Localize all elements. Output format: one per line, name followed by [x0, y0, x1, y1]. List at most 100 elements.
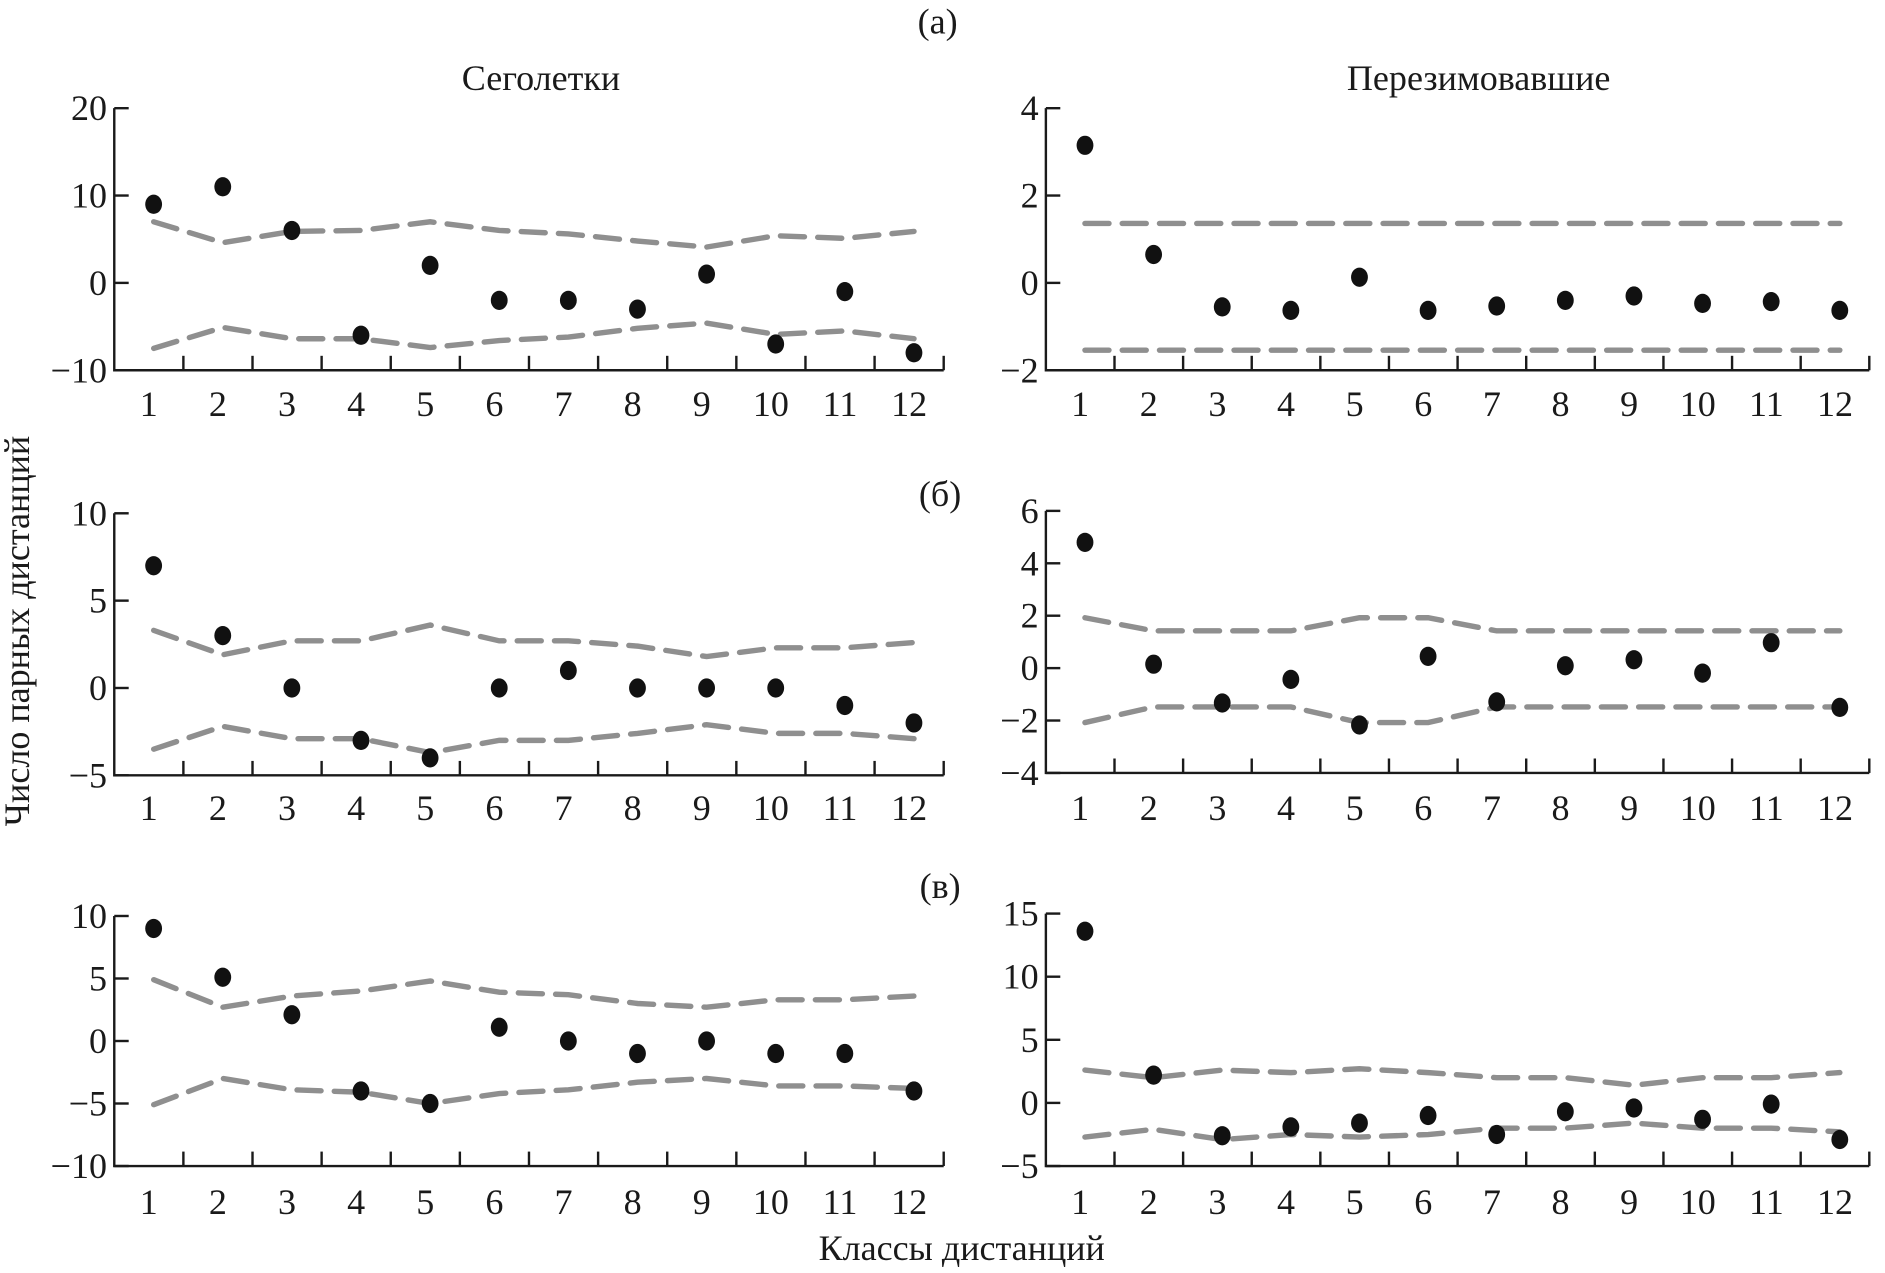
- y-tick-label: −10: [51, 350, 107, 390]
- x-tick-label: 7: [555, 788, 573, 828]
- y-tick-label: 4: [1021, 543, 1039, 583]
- x-tick-label: 8: [624, 384, 642, 424]
- y-tick-label: 20: [71, 88, 107, 128]
- data-point: [283, 678, 301, 698]
- data-point: [214, 625, 232, 646]
- x-tick-label: 6: [485, 1182, 503, 1222]
- y-tick-label: 0: [89, 263, 107, 303]
- data-point: [1351, 267, 1368, 287]
- y-tick-label: −2: [1000, 701, 1038, 741]
- x-tick-label: 5: [1346, 384, 1364, 424]
- data-point: [421, 1093, 439, 1114]
- data-point: [629, 678, 646, 698]
- data-point: [1213, 1126, 1231, 1146]
- data-point: [283, 220, 301, 241]
- x-tick-label: 9: [1620, 788, 1638, 828]
- data-point: [1076, 135, 1094, 155]
- envelope-upper-line: [1082, 1066, 1843, 1088]
- y-tick-label: 0: [1021, 1083, 1039, 1123]
- x-tick-label: 10: [1680, 788, 1716, 828]
- column-title-right: Перезимовавшие: [1347, 58, 1610, 98]
- data-point: [1488, 296, 1506, 316]
- data-point: [1625, 1098, 1643, 1118]
- y-tick-label: 6: [1021, 491, 1039, 531]
- data-point: [352, 1081, 370, 1101]
- x-tick-label: 8: [1552, 384, 1570, 424]
- x-tick-label: 2: [209, 384, 227, 424]
- x-tick-label: 12: [1817, 788, 1853, 828]
- data-point: [1762, 633, 1780, 653]
- x-tick-label: 7: [1483, 788, 1501, 828]
- data-point: [1145, 1065, 1163, 1085]
- x-tick-label: 9: [1620, 1182, 1638, 1222]
- x-tick-label: 6: [1414, 788, 1432, 828]
- data-point: [1694, 663, 1711, 683]
- x-tick-label: 11: [823, 788, 858, 828]
- envelope-upper-line: [150, 622, 917, 660]
- y-tick-label: 15: [1003, 894, 1039, 934]
- data-point: [421, 748, 439, 768]
- envelope-lower-line: [150, 722, 917, 756]
- x-tick-label: 5: [1346, 1182, 1364, 1222]
- x-tick-label: 4: [347, 788, 365, 828]
- y-tick-label: 10: [71, 176, 107, 216]
- y-tick-label: −10: [51, 1146, 107, 1186]
- x-tick-label: 2: [1140, 384, 1158, 424]
- data-point: [421, 255, 439, 276]
- x-tick-label: 1: [1071, 384, 1089, 424]
- data-point: [1831, 697, 1849, 718]
- x-tick-label: 5: [416, 1182, 434, 1222]
- x-tick-label: 7: [1483, 384, 1501, 424]
- data-point: [214, 967, 232, 987]
- x-tick-label: 9: [693, 384, 711, 424]
- data-point: [145, 918, 163, 939]
- x-tick-label: 1: [140, 384, 158, 424]
- data-point: [1488, 692, 1506, 712]
- axes: [1044, 510, 1870, 775]
- y-tick-label: 2: [1021, 596, 1039, 636]
- x-tick-label: 12: [1817, 1182, 1853, 1222]
- data-point: [1556, 290, 1574, 310]
- data-point: [1282, 669, 1300, 689]
- x-tick-label: 3: [1208, 1182, 1226, 1222]
- envelope-lower-line: [150, 320, 917, 352]
- x-tick-label: 6: [485, 384, 503, 424]
- x-tick-label: 4: [1277, 788, 1295, 828]
- data-point: [905, 713, 923, 733]
- data-point: [698, 1031, 716, 1051]
- data-point: [1694, 293, 1711, 314]
- x-tick-label: 9: [693, 1182, 711, 1222]
- x-tick-label: 2: [1140, 788, 1158, 828]
- data-point: [1351, 1113, 1368, 1133]
- x-tick-label: 12: [891, 384, 927, 424]
- x-tick-label: 10: [1680, 384, 1716, 424]
- data-point: [1762, 1094, 1780, 1114]
- axes: [1044, 913, 1870, 1168]
- data-point: [905, 343, 923, 363]
- data-point: [836, 282, 854, 302]
- panel-label-b: (б): [919, 474, 961, 514]
- y-tick-label: 5: [1021, 1020, 1039, 1060]
- data-point: [1556, 656, 1574, 676]
- envelope-lower-line: [1082, 704, 1843, 726]
- x-tick-label: 2: [209, 1182, 227, 1222]
- data-point: [767, 334, 785, 354]
- data-point: [629, 299, 646, 319]
- y-tick-label: 0: [1021, 263, 1039, 303]
- x-tick-label: 10: [753, 384, 789, 424]
- x-tick-label: 9: [1620, 384, 1638, 424]
- y-tick-label: 0: [1021, 648, 1039, 688]
- x-tick-label: 4: [1277, 384, 1295, 424]
- y-tick-label: −5: [69, 1084, 107, 1124]
- x-tick-label: 10: [753, 788, 789, 828]
- data-point: [283, 1005, 301, 1025]
- data-point: [767, 1043, 785, 1064]
- x-tick-label: 1: [1071, 1182, 1089, 1222]
- data-point: [1419, 300, 1437, 321]
- data-point: [145, 556, 163, 576]
